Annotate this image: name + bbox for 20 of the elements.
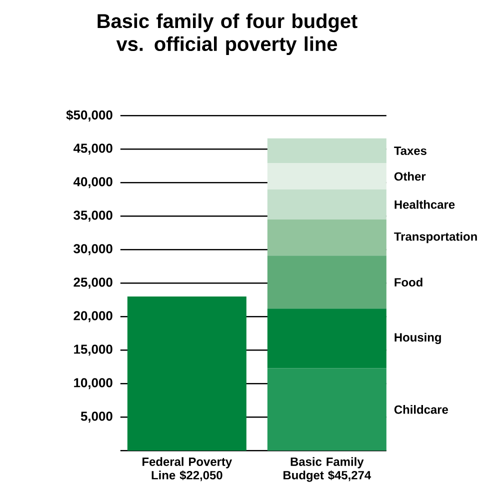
y-tick-label: 5,000 — [80, 412, 112, 423]
y-tick-label: 35,000 — [74, 210, 112, 222]
series-label: Housing — [394, 332, 441, 344]
series-label: Childcare — [394, 405, 448, 414]
y-tick-label: 10,000 — [74, 378, 112, 390]
y-tick-label: 25,000 — [74, 278, 112, 289]
y-tick-label: 30,000 — [74, 244, 112, 256]
series-label: Other — [394, 172, 426, 181]
x-tick-label: Federal Poverty Line $22,050 — [142, 457, 232, 482]
y-tick-label: $50,000 — [66, 110, 112, 122]
y-tick-label: 20,000 — [74, 311, 112, 322]
chart-title: Basic family of four budget vs. official poverty line — [98, 14, 358, 56]
y-tick-label: 40,000 — [74, 177, 112, 188]
x-tick-label: Basic Family Budget $45,274 — [284, 457, 372, 482]
series-label: Food — [394, 278, 422, 287]
y-tick-label: 45,000 — [74, 144, 112, 155]
series-label: Taxes — [394, 146, 426, 155]
y-tick-label: 15,000 — [74, 344, 112, 356]
series-label: Healthcare — [394, 200, 455, 209]
series-label: Transportation — [394, 232, 477, 244]
